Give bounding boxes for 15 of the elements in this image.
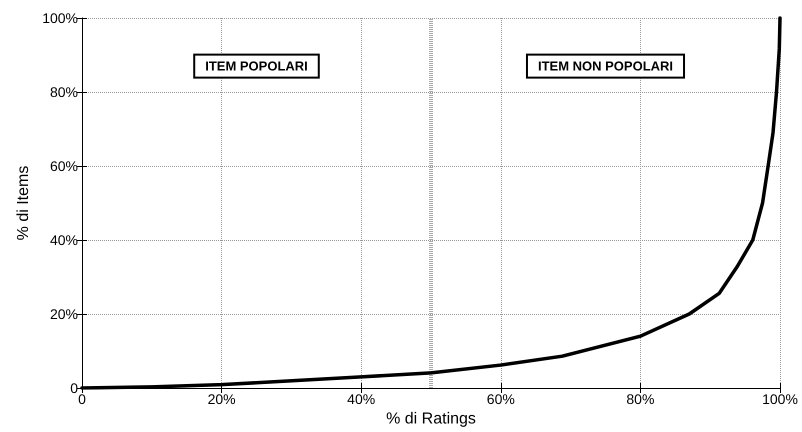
y-tick-label: 100%: [42, 10, 78, 26]
x-tick-label: 40%: [347, 391, 376, 407]
x-tick-label: 60%: [486, 391, 515, 407]
x-tick-label: 20%: [208, 391, 236, 407]
y-tick-label: 0: [70, 380, 78, 396]
annotation: ITEM NON POPOLARI: [538, 58, 674, 74]
y-tick-label: 60%: [50, 158, 78, 174]
x-tick-label: 100%: [762, 391, 798, 407]
x-axis-title: % di Ratings: [386, 410, 476, 428]
annotation: ITEM POPOLARI: [205, 58, 308, 74]
y-tick-label: 80%: [50, 84, 78, 100]
y-tick-label: 40%: [50, 232, 78, 248]
x-tick-label: 80%: [626, 391, 654, 407]
y-tick-label: 20%: [50, 306, 78, 322]
y-axis-title: % di Items: [14, 166, 32, 240]
